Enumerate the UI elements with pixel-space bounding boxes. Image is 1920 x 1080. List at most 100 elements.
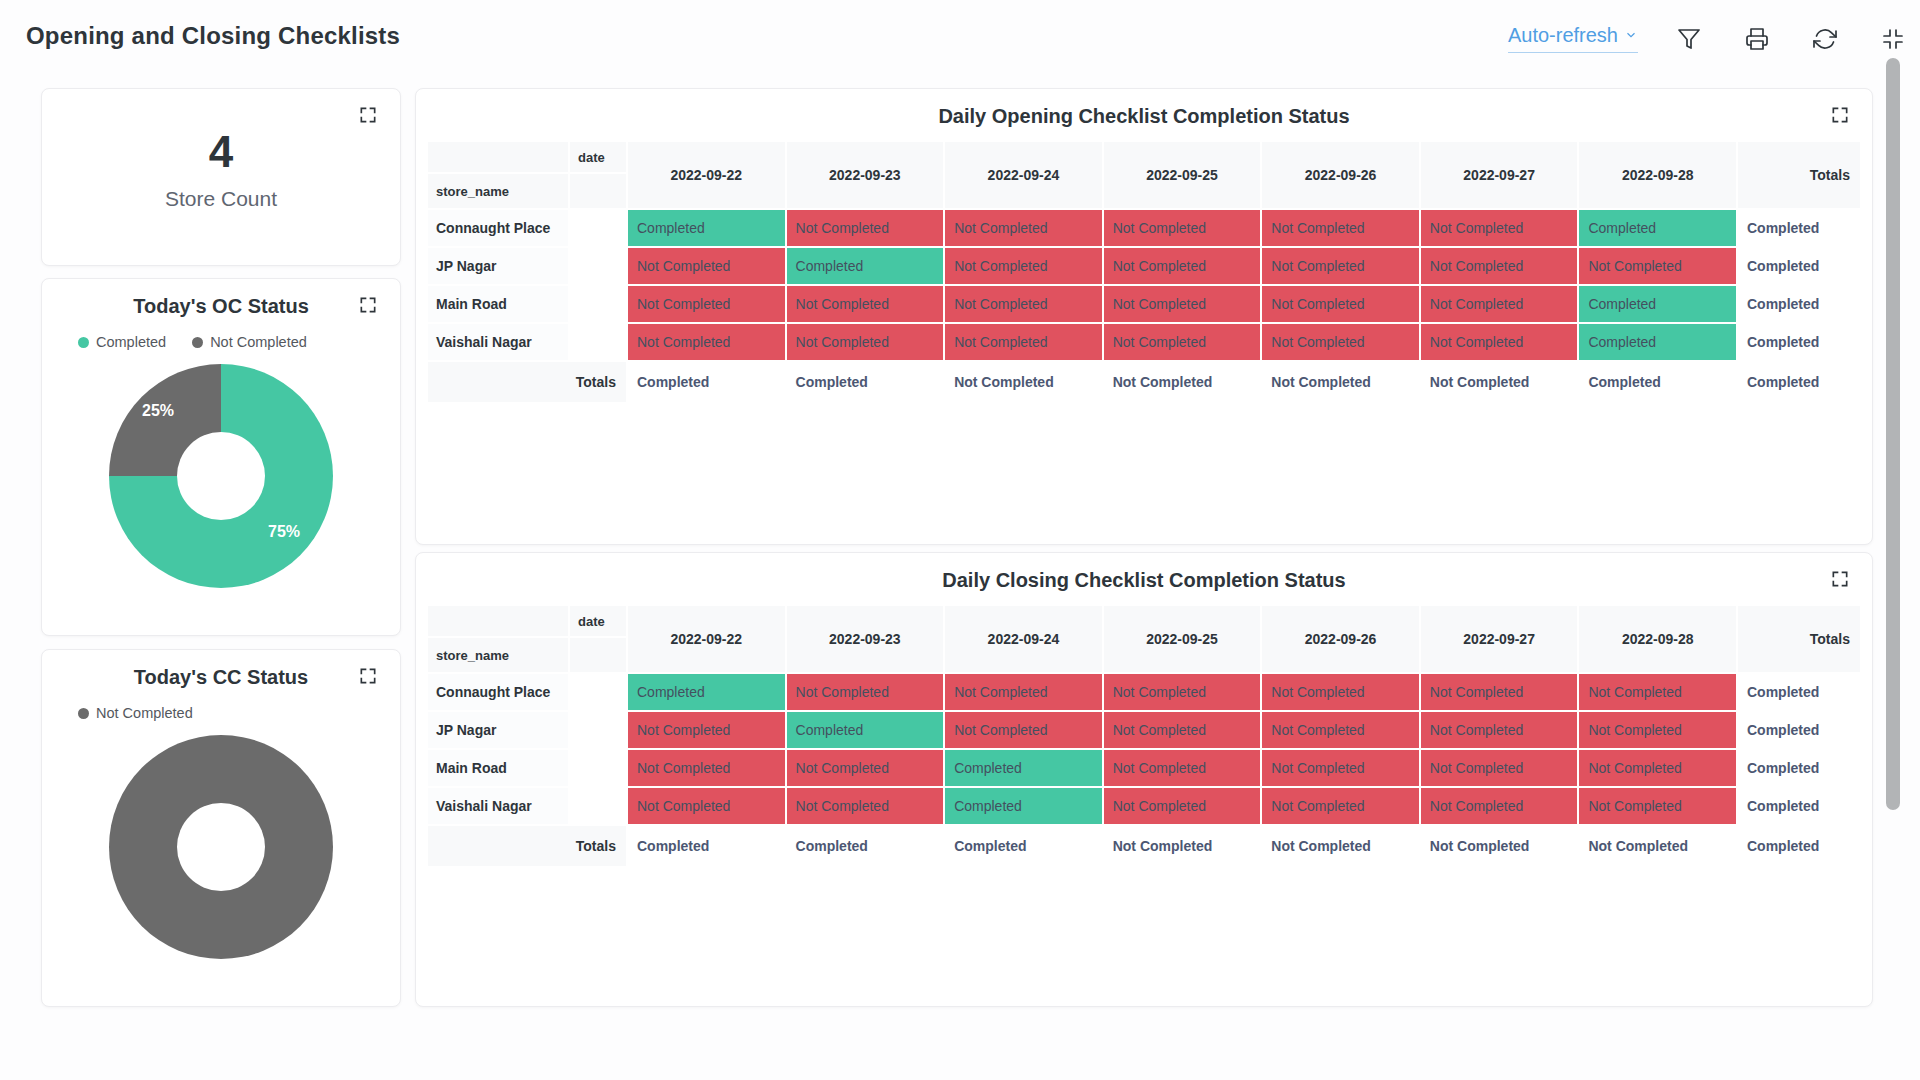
pivot-status-cell[interactable]: Completed (1579, 286, 1736, 322)
pivot-status-cell[interactable]: Not Completed (1104, 210, 1261, 246)
pivot-totals-cell[interactable]: Not Completed (1262, 362, 1419, 402)
pivot-status-cell[interactable]: Not Completed (945, 286, 1102, 322)
legend-item-not-completed[interactable]: Not Completed (192, 334, 307, 350)
pivot-status-cell[interactable]: Not Completed (945, 248, 1102, 284)
pivot-status-cell[interactable]: Not Completed (1579, 674, 1736, 710)
pivot-status-cell[interactable]: Not Completed (628, 712, 785, 748)
pivot-row-label[interactable]: Vaishali Nagar (428, 788, 568, 824)
pivot-status-cell[interactable]: Not Completed (1262, 712, 1419, 748)
pivot-status-cell[interactable]: Not Completed (1104, 324, 1261, 360)
pivot-status-cell[interactable]: Completed (787, 248, 944, 284)
pivot-status-cell[interactable]: Completed (1579, 210, 1736, 246)
exit-fullscreen-icon[interactable] (1880, 26, 1906, 52)
pivot-status-cell[interactable]: Completed (1579, 324, 1736, 360)
pivot-totals-cell[interactable]: Completed (628, 826, 785, 866)
pivot-status-cell[interactable]: Not Completed (1421, 788, 1578, 824)
oc-donut-chart[interactable]: 25% 75% (109, 364, 333, 588)
pivot-row-label[interactable]: JP Nagar (428, 248, 568, 284)
pivot-totals-cell[interactable]: Not Completed (1421, 362, 1578, 402)
filter-icon[interactable] (1676, 26, 1702, 52)
pivot-status-cell[interactable]: Not Completed (1104, 712, 1261, 748)
pivot-status-cell[interactable]: Not Completed (787, 286, 944, 322)
pivot-status-cell[interactable]: Completed (945, 750, 1102, 786)
pivot-status-cell[interactable]: Not Completed (787, 788, 944, 824)
refresh-icon[interactable] (1812, 26, 1838, 52)
pivot-status-cell[interactable]: Not Completed (1262, 788, 1419, 824)
pivot-status-cell[interactable]: Not Completed (1421, 750, 1578, 786)
pivot-status-cell[interactable]: Not Completed (628, 286, 785, 322)
pivot-status-cell[interactable]: Not Completed (1421, 712, 1578, 748)
expand-icon[interactable] (1830, 569, 1852, 591)
pivot-row-total-cell[interactable]: Completed (1738, 674, 1860, 710)
pivot-status-cell[interactable]: Not Completed (787, 750, 944, 786)
pivot-row-label[interactable]: Main Road (428, 286, 568, 322)
pivot-status-cell[interactable]: Not Completed (1262, 210, 1419, 246)
pivot-status-cell[interactable]: Not Completed (1421, 324, 1578, 360)
pivot-status-cell[interactable]: Not Completed (1104, 674, 1261, 710)
pivot-totals-cell[interactable]: Completed (787, 826, 944, 866)
pivot-status-cell[interactable]: Not Completed (628, 788, 785, 824)
pivot-status-cell[interactable]: Not Completed (1262, 248, 1419, 284)
pivot-row-total-cell[interactable]: Completed (1738, 750, 1860, 786)
expand-icon[interactable] (358, 105, 380, 127)
pivot-row-total-cell[interactable]: Completed (1738, 788, 1860, 824)
pivot-status-cell[interactable]: Not Completed (1104, 286, 1261, 322)
pivot-status-cell[interactable]: Not Completed (945, 324, 1102, 360)
pivot-status-cell[interactable]: Not Completed (945, 674, 1102, 710)
pivot-totals-cell[interactable]: Not Completed (1579, 826, 1736, 866)
pivot-status-cell[interactable]: Completed (787, 712, 944, 748)
pivot-status-cell[interactable]: Not Completed (787, 210, 944, 246)
pivot-status-cell[interactable]: Not Completed (1421, 248, 1578, 284)
cc-donut-chart[interactable] (109, 735, 333, 959)
pivot-status-cell[interactable]: Not Completed (1262, 324, 1419, 360)
legend-item-not-completed[interactable]: Not Completed (78, 705, 193, 721)
pivot-row-label[interactable]: Connaught Place (428, 210, 568, 246)
legend-item-completed[interactable]: Completed (78, 334, 166, 350)
pivot-totals-cell[interactable]: Completed (787, 362, 944, 402)
pivot-status-cell[interactable]: Not Completed (1104, 788, 1261, 824)
pivot-totals-cell[interactable]: Not Completed (1104, 362, 1261, 402)
pivot-status-cell[interactable]: Not Completed (1104, 750, 1261, 786)
pivot-status-cell[interactable]: Not Completed (787, 674, 944, 710)
pivot-totals-cell[interactable]: Completed (1579, 362, 1736, 402)
pivot-status-cell[interactable]: Not Completed (628, 750, 785, 786)
pivot-status-cell[interactable]: Not Completed (1421, 286, 1578, 322)
pivot-status-cell[interactable]: Not Completed (945, 210, 1102, 246)
pivot-status-cell[interactable]: Not Completed (628, 324, 785, 360)
pivot-row-total-cell[interactable]: Completed (1738, 248, 1860, 284)
pivot-status-cell[interactable]: Not Completed (1579, 750, 1736, 786)
printer-icon[interactable] (1744, 26, 1770, 52)
pivot-totals-cell[interactable]: Not Completed (1421, 826, 1578, 866)
pivot-row-label[interactable]: Vaishali Nagar (428, 324, 568, 360)
pivot-status-cell[interactable]: Not Completed (787, 324, 944, 360)
pivot-totals-cell[interactable]: Not Completed (945, 362, 1102, 402)
pivot-status-cell[interactable]: Completed (628, 674, 785, 710)
pivot-totals-cell[interactable]: Not Completed (1104, 826, 1261, 866)
pivot-status-cell[interactable]: Not Completed (1421, 210, 1578, 246)
pivot-status-cell[interactable]: Not Completed (945, 712, 1102, 748)
expand-icon[interactable] (1830, 105, 1852, 127)
expand-icon[interactable] (358, 295, 380, 317)
pivot-status-cell[interactable]: Not Completed (1579, 248, 1736, 284)
pivot-row-total-cell[interactable]: Completed (1738, 324, 1860, 360)
pivot-status-cell[interactable]: Not Completed (1104, 248, 1261, 284)
pivot-row-label[interactable]: JP Nagar (428, 712, 568, 748)
pivot-totals-cell[interactable]: Not Completed (1262, 826, 1419, 866)
expand-icon[interactable] (358, 666, 380, 688)
pivot-status-cell[interactable]: Not Completed (1262, 674, 1419, 710)
pivot-row-total-cell[interactable]: Completed (1738, 210, 1860, 246)
pivot-status-cell[interactable]: Not Completed (628, 248, 785, 284)
pivot-grand-total-cell[interactable]: Completed (1738, 362, 1860, 402)
auto-refresh-button[interactable]: Auto-refresh (1508, 24, 1638, 53)
pivot-status-cell[interactable]: Not Completed (1579, 712, 1736, 748)
pivot-row-total-cell[interactable]: Completed (1738, 712, 1860, 748)
pivot-status-cell[interactable]: Not Completed (1262, 750, 1419, 786)
pivot-status-cell[interactable]: Not Completed (1421, 674, 1578, 710)
pivot-status-cell[interactable]: Not Completed (1579, 788, 1736, 824)
pivot-totals-cell[interactable]: Completed (945, 826, 1102, 866)
vertical-scrollbar-thumb[interactable] (1886, 58, 1900, 810)
pivot-status-cell[interactable]: Completed (945, 788, 1102, 824)
pivot-row-total-cell[interactable]: Completed (1738, 286, 1860, 322)
pivot-row-label[interactable]: Connaught Place (428, 674, 568, 710)
pivot-grand-total-cell[interactable]: Completed (1738, 826, 1860, 866)
